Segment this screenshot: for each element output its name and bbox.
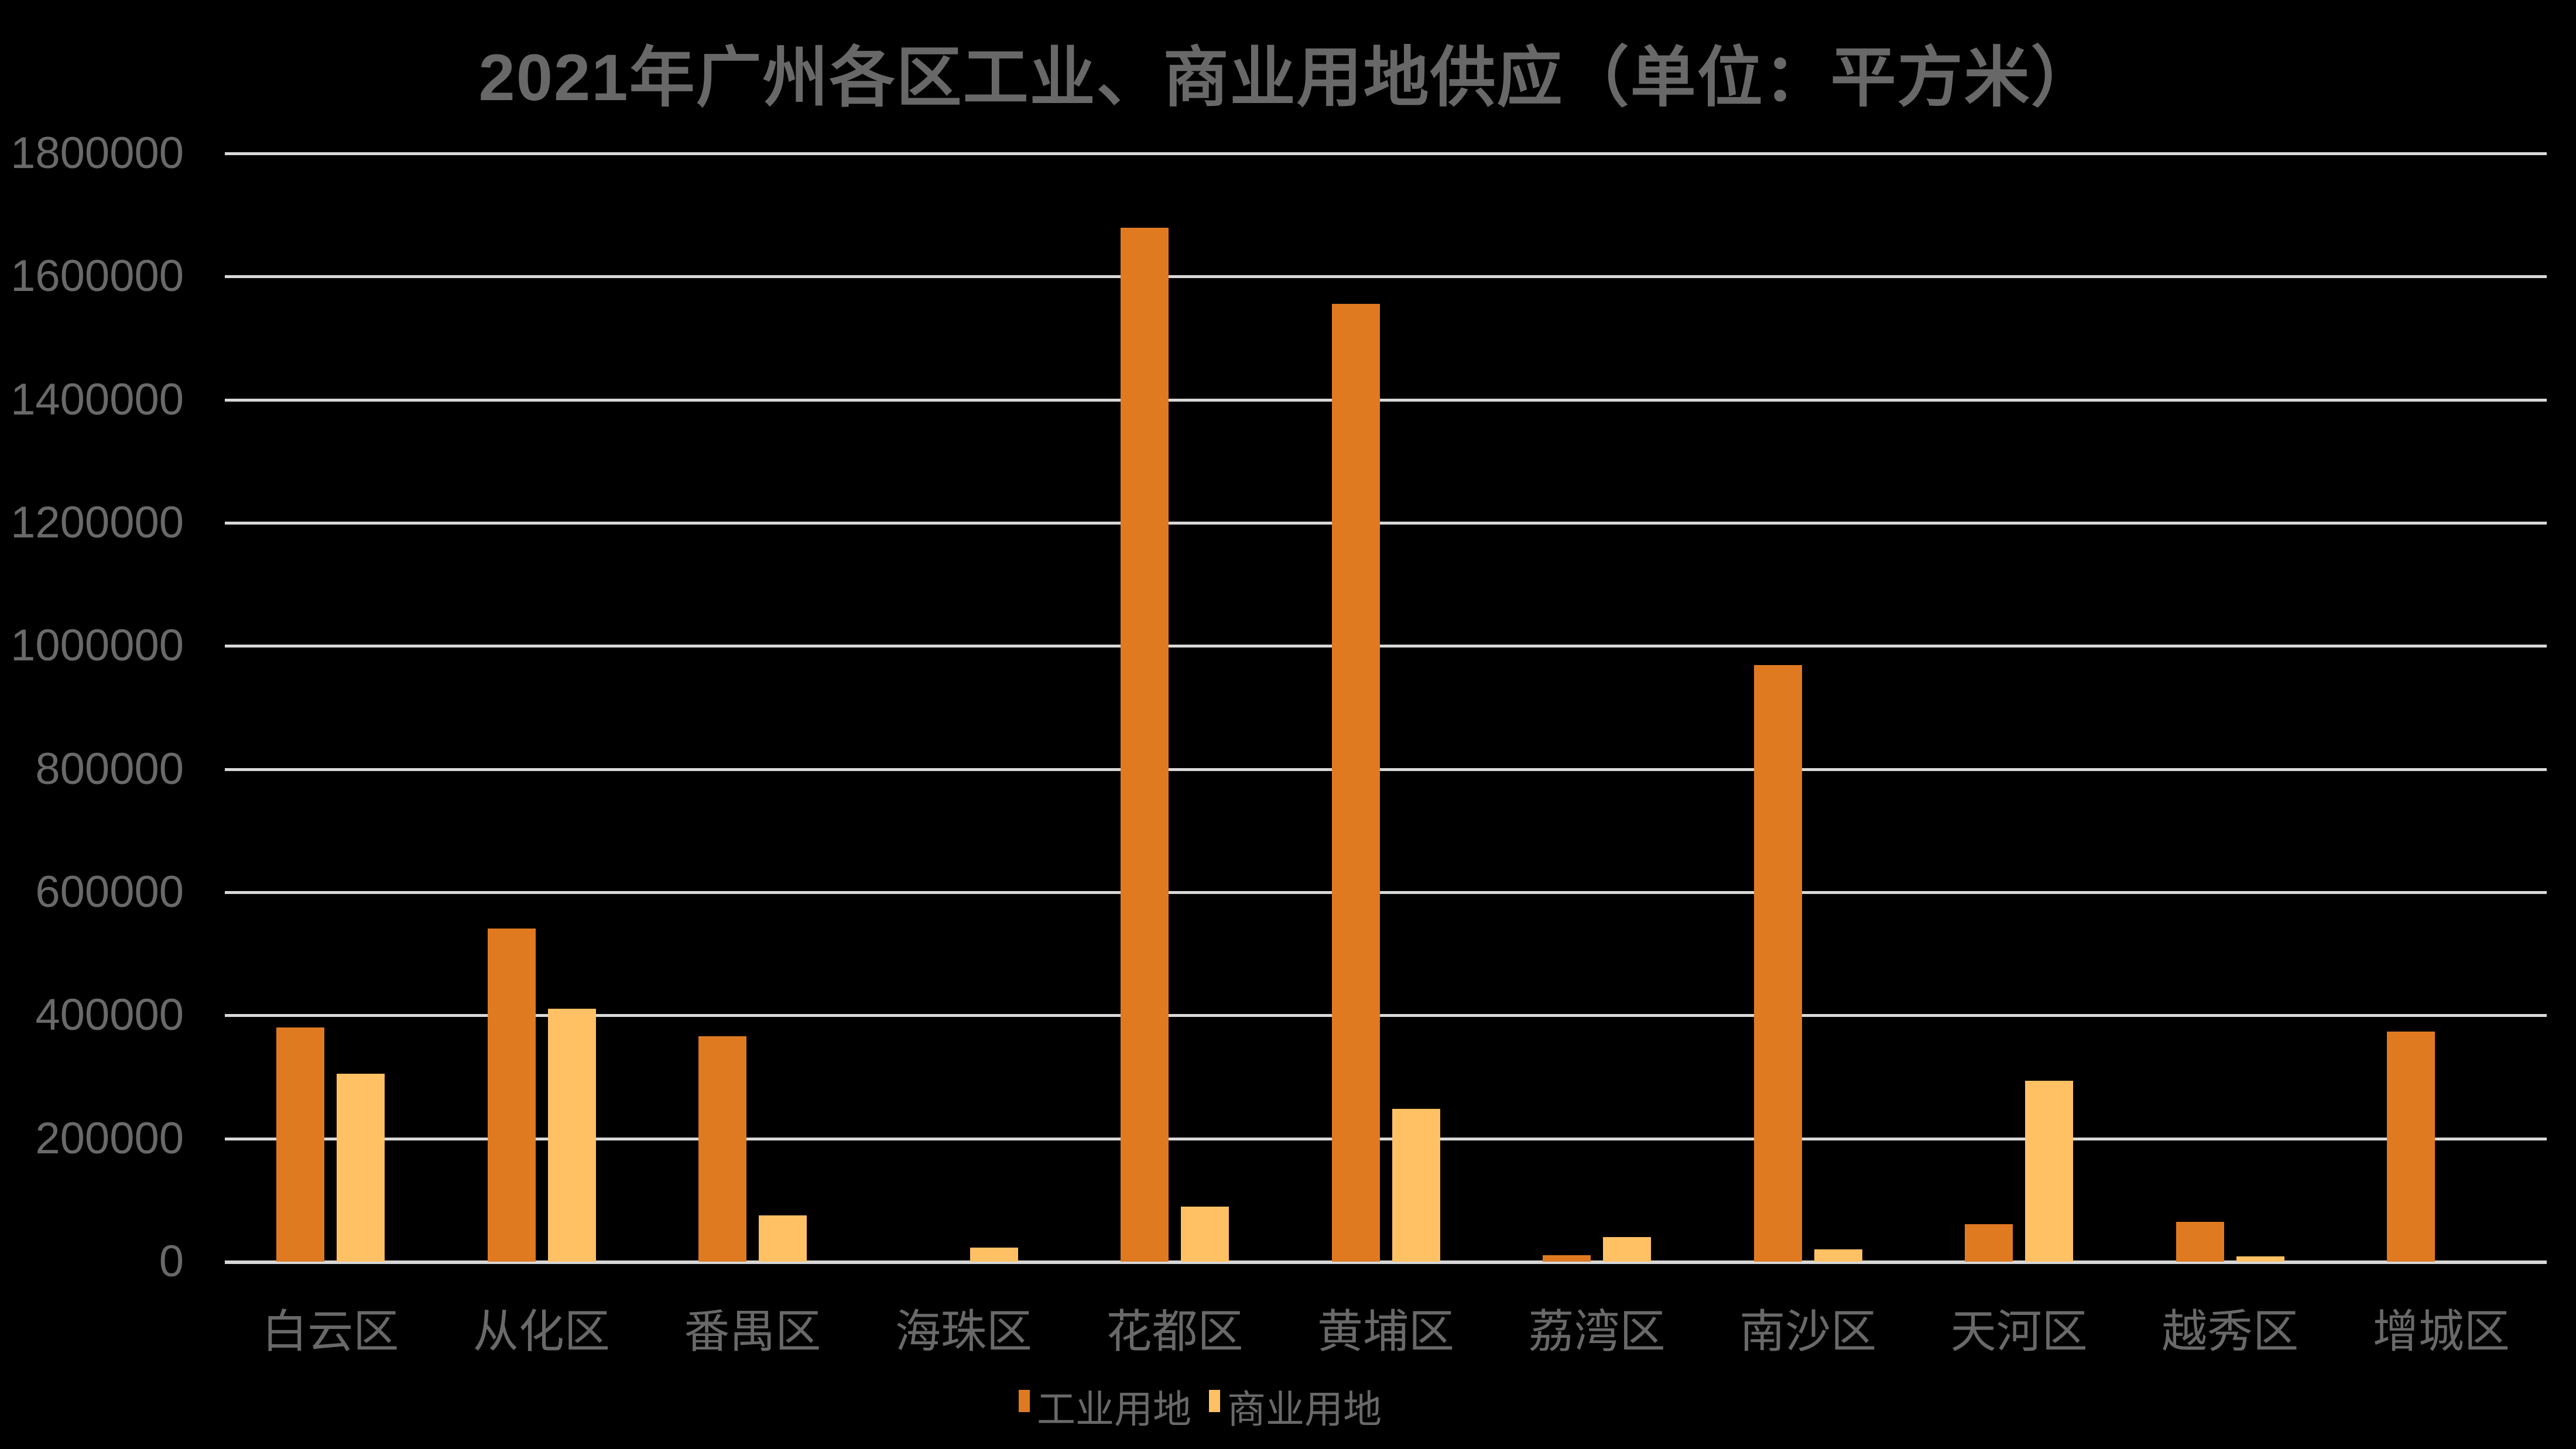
bar-industrial-番禺区	[698, 1036, 747, 1262]
x-tick-label-海珠区: 海珠区	[895, 1306, 1032, 1357]
bar-industrial-天河区	[1965, 1224, 2013, 1262]
bar-industrial-南沙区	[1753, 664, 1802, 1262]
x-tick-label-黄埔区: 黄埔区	[1317, 1306, 1454, 1357]
x-tick-label-增城区: 增城区	[2372, 1306, 2510, 1357]
bar-commercial-天河区	[2025, 1080, 2074, 1262]
bar-commercial-黄埔区	[1392, 1109, 1440, 1262]
x-tick-label-花都区: 花都区	[1106, 1306, 1244, 1357]
bar-industrial-白云区	[276, 1027, 324, 1262]
bar-commercial-荔湾区	[1603, 1236, 1652, 1262]
gridline-600000	[225, 891, 2547, 894]
y-tick-label-1000000: 1000000	[11, 621, 184, 671]
legend-swatch-commercial	[1209, 1390, 1220, 1412]
plot-area	[225, 152, 2547, 1264]
x-tick-label-越秀区: 越秀区	[2161, 1306, 2299, 1357]
y-tick-label-1800000: 1800000	[11, 128, 184, 178]
x-axis-labels: 白云区 从化区 番禺区 海珠区 花都区 黄埔区 荔湾区 南沙区 天河区 越秀区 增城区	[0, 1295, 2576, 1359]
bar-commercial-海珠区	[970, 1247, 1018, 1262]
legend-label: 商业用地	[1227, 1388, 1382, 1431]
bar-commercial-番禺区	[759, 1215, 807, 1262]
bar-industrial-花都区	[1121, 228, 1169, 1262]
bar-industrial-荔湾区	[1543, 1255, 1591, 1262]
gridline-1200000	[225, 522, 2547, 525]
gridline-400000	[225, 1014, 2547, 1018]
bar-industrial-从化区	[487, 929, 536, 1262]
x-tick-label-荔湾区: 荔湾区	[1528, 1306, 1666, 1357]
x-tick-label-天河区: 天河区	[1950, 1306, 2088, 1357]
gridline-0	[225, 1260, 2547, 1264]
gridline-1400000	[225, 398, 2547, 402]
x-tick-label-番禺区: 番禺区	[684, 1306, 821, 1357]
bar-commercial-从化区	[547, 1008, 596, 1262]
y-tick-label-400000: 400000	[35, 990, 184, 1040]
y-tick-label-0: 0	[159, 1236, 184, 1286]
bar-commercial-越秀区	[2236, 1256, 2284, 1262]
y-tick-label-600000: 600000	[35, 867, 184, 917]
x-tick-label-从化区: 从化区	[472, 1306, 610, 1357]
legend-label: 工业用地	[1037, 1388, 1191, 1431]
bar-commercial-白云区	[337, 1074, 385, 1262]
y-tick-label-800000: 800000	[35, 744, 184, 794]
bar-industrial-越秀区	[2176, 1221, 2224, 1262]
legend-item-commercial: 商业用地	[1209, 1389, 1382, 1430]
bar-industrial-黄埔区	[1331, 303, 1380, 1262]
gridline-200000	[225, 1137, 2547, 1140]
gridline-1800000	[225, 152, 2547, 155]
x-tick-label-南沙区: 南沙区	[1739, 1306, 1877, 1357]
y-tick-label-1200000: 1200000	[11, 498, 184, 547]
bar-commercial-花都区	[1181, 1207, 1229, 1262]
bar-commercial-南沙区	[1814, 1249, 1862, 1262]
gridline-800000	[225, 768, 2547, 771]
y-tick-label-1600000: 1600000	[11, 251, 184, 302]
legend: 工业用地 商业用地	[1019, 1389, 1382, 1430]
bar-industrial-增城区	[2387, 1031, 2435, 1262]
y-tick-label-1400000: 1400000	[11, 374, 184, 424]
chart-title: 2021年广州各区工业、商业用地供应（单位：平方米）	[478, 41, 2098, 114]
gridline-1000000	[225, 645, 2547, 648]
y-axis-labels: 1800000 1600000 1400000 1200000 1000000 80000…	[0, 0, 184, 1449]
legend-swatch-industrial	[1019, 1390, 1030, 1412]
gridline-1600000	[225, 275, 2547, 279]
y-tick-label-200000: 200000	[35, 1113, 184, 1163]
legend-item-industrial: 工业用地	[1019, 1389, 1191, 1430]
x-tick-label-白云区: 白云区	[262, 1306, 399, 1357]
